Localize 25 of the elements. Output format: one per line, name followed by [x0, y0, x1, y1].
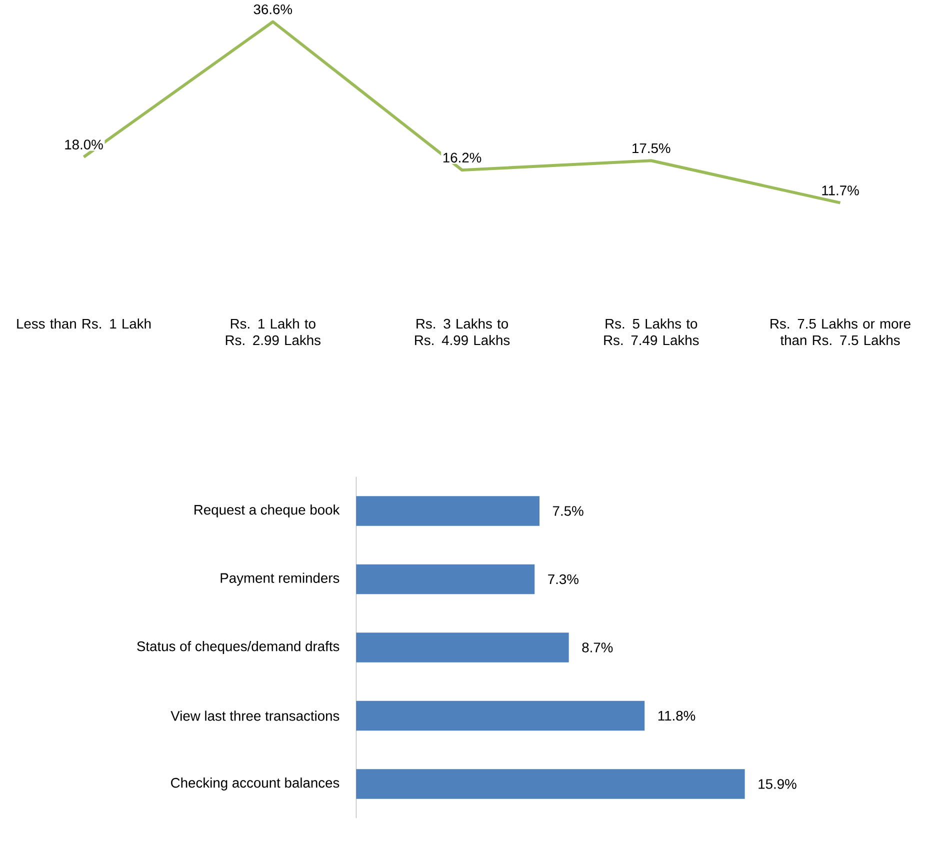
bar: [356, 632, 569, 662]
data-label: 8.7%: [582, 642, 613, 652]
data-label: 11.8%: [658, 710, 696, 721]
y-tick-label: Payment reminders: [220, 572, 340, 586]
y-tick-label: View last three transactions: [170, 710, 340, 721]
data-label: 36.6%: [254, 4, 292, 14]
y-tick-label: Status of cheques/demand drafts: [137, 641, 340, 654]
x-tick-label: Rs. 5 Lakhs to Rs. 7.49 Lakhs: [604, 318, 699, 346]
bar: [356, 496, 540, 526]
data-label: 7.3%: [548, 574, 578, 584]
x-tick-label: Rs. 1 Lakh to Rs. 2.99 Lakhs: [226, 318, 320, 346]
bar: [356, 701, 645, 731]
x-tick-label: Less than Rs. 1 Lakh: [17, 318, 151, 329]
data-label: 18.0%: [65, 140, 103, 150]
x-tick-label: Rs. 3 Lakhs to Rs. 4.99 Lakhs: [415, 318, 510, 346]
data-label: 7.5%: [552, 506, 584, 516]
y-tick-label: Request a cheque book: [194, 504, 340, 518]
data-label: 11.7%: [822, 186, 859, 196]
bar: [356, 769, 745, 799]
y-tick-label: Checking account balances: [171, 778, 340, 791]
x-tick-label: Rs. 7.5 Lakhs or more than Rs. 7.5 Lakhs: [770, 318, 910, 346]
data-label: 16.2%: [443, 152, 482, 163]
data-label: 17.5%: [632, 143, 670, 154]
bar: [356, 564, 535, 594]
data-label: 15.9%: [758, 779, 796, 790]
